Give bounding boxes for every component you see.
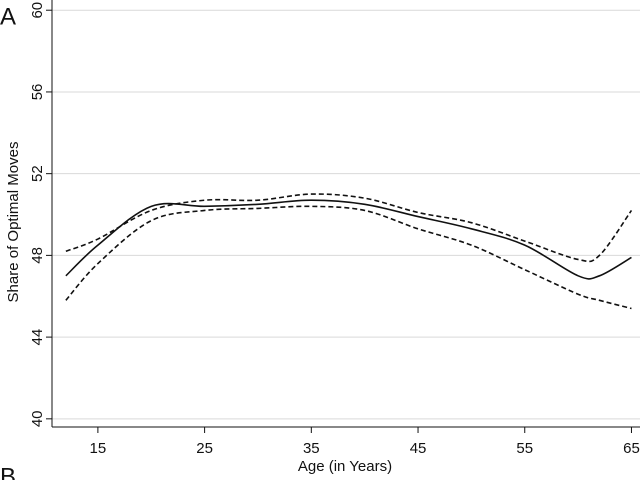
y-axis-label: Share of Optimal Moves [5,142,22,303]
y-tick-label: 48 [29,247,46,264]
x-tick-label: 25 [196,440,213,457]
panel-label: A [0,3,16,30]
series-line [65,199,632,280]
series-line [65,193,633,263]
series-line [65,205,632,310]
x-tick-label: 55 [516,440,533,457]
x-tick-label: 65 [623,440,640,457]
y-tick-label: 44 [29,329,46,346]
x-tick-label: 15 [90,440,107,457]
y-tick-label: 60 [29,2,46,19]
y-tick-label: 40 [29,410,46,427]
x-axis-label: Age (in Years) [298,458,392,475]
y-tick-label: 56 [29,84,46,101]
y-tick-label: 52 [29,165,46,182]
x-tick-label: 45 [410,440,427,457]
panel-label: B [0,463,16,480]
x-tick-label: 35 [303,440,320,457]
